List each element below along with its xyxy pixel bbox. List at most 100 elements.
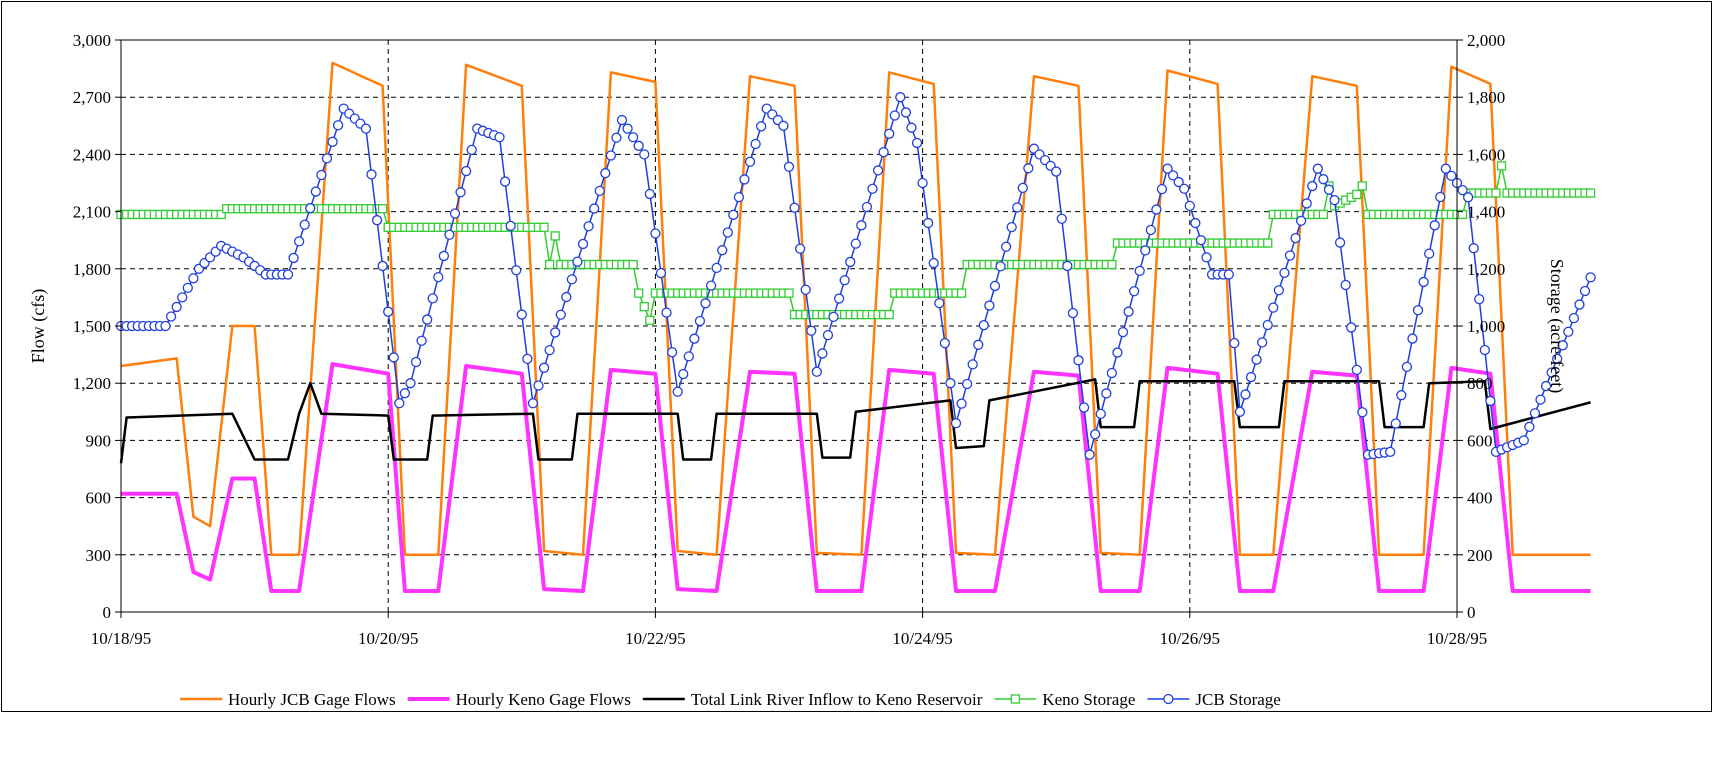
series-marker <box>1412 305 1424 316</box>
y2-tick-label: 1,200 <box>1467 260 1505 279</box>
series-marker <box>1268 302 1279 313</box>
series-marker <box>973 339 984 350</box>
series-marker <box>884 309 894 320</box>
series-marker <box>1290 233 1301 244</box>
series-marker <box>444 229 455 240</box>
series-marker <box>889 110 900 121</box>
series-marker <box>895 92 906 103</box>
series-marker <box>561 291 572 303</box>
series-marker <box>616 114 628 126</box>
y2-tick-label: 1,400 <box>1467 203 1505 222</box>
series-marker <box>1195 235 1207 246</box>
series-marker <box>634 288 644 298</box>
y2-tick-label: 1,000 <box>1467 317 1505 336</box>
series-marker <box>1245 371 1257 383</box>
y2-tick-label: 1,600 <box>1467 145 1505 164</box>
series-marker <box>572 256 583 267</box>
series-marker <box>388 352 399 363</box>
series-marker <box>1552 353 1563 365</box>
series-marker <box>1017 182 1028 194</box>
series-marker <box>872 165 884 176</box>
series-line <box>121 96 1592 456</box>
series-marker <box>806 325 817 336</box>
series-marker <box>1023 163 1034 174</box>
series-marker <box>550 327 561 338</box>
series-marker <box>1524 421 1535 432</box>
series-marker <box>794 243 806 254</box>
series-marker <box>978 320 989 331</box>
series-marker <box>1240 389 1251 400</box>
series-marker <box>628 259 638 270</box>
series-marker <box>722 227 733 238</box>
series-marker <box>1568 312 1580 324</box>
series-marker <box>566 274 578 285</box>
legend-label: Hourly Keno Gage Flows <box>456 690 631 709</box>
series-marker <box>627 132 639 143</box>
series-marker <box>1295 215 1307 226</box>
series-marker <box>989 280 1001 292</box>
series-marker <box>216 209 226 220</box>
series-marker <box>1262 319 1273 331</box>
series-marker <box>1263 238 1273 248</box>
legend-label: Total Link River Inflow to Keno Reservoi… <box>691 690 983 709</box>
series-marker <box>1557 340 1568 351</box>
series-marker <box>455 187 466 198</box>
series-marker <box>1012 202 1023 213</box>
series-marker <box>867 183 878 194</box>
series-marker <box>1401 361 1413 373</box>
series-marker <box>1307 180 1318 192</box>
series-marker <box>906 122 917 133</box>
series-marker <box>783 161 795 172</box>
series-marker <box>1457 184 1468 196</box>
series-marker <box>611 132 622 143</box>
series-marker <box>600 168 611 179</box>
series-marker <box>494 132 505 143</box>
series-marker <box>1529 408 1541 419</box>
series-marker <box>1223 269 1234 280</box>
series-marker <box>739 174 750 185</box>
series-marker <box>1479 344 1490 356</box>
series-marker <box>1095 408 1106 419</box>
series-marker <box>1101 388 1112 399</box>
legend: Hourly JCB Gage Flows Hourly Keno Gage Fl… <box>180 690 1281 709</box>
series-marker <box>377 260 388 272</box>
y2-tick-label: 600 <box>1467 431 1493 450</box>
y-tick-label: 3,000 <box>73 31 111 50</box>
legend-marker <box>1010 694 1021 704</box>
series-marker <box>410 356 422 368</box>
series-marker <box>1051 166 1062 177</box>
series-marker <box>633 140 644 151</box>
series-marker <box>778 120 789 131</box>
series-marker <box>1357 407 1368 418</box>
series-marker <box>310 186 321 197</box>
y-tick-label: 0 <box>103 603 112 622</box>
series-marker <box>1167 170 1179 181</box>
series-marker <box>527 398 539 409</box>
series-marker <box>1418 276 1429 288</box>
series-marker <box>1546 367 1557 378</box>
series-marker <box>1156 183 1168 195</box>
series-marker <box>160 320 171 332</box>
series-marker <box>984 300 995 311</box>
series-marker <box>533 380 544 391</box>
series-marker <box>1123 306 1134 317</box>
series-marker <box>967 359 978 370</box>
series-marker <box>800 284 811 295</box>
series-marker <box>1329 195 1340 206</box>
x-tick-label: 10/18/95 <box>91 629 151 648</box>
series-marker <box>644 188 655 200</box>
series-marker <box>165 311 177 322</box>
gridlines <box>121 40 1457 612</box>
series-marker <box>961 378 973 390</box>
series-marker <box>756 121 767 132</box>
series-marker <box>744 156 756 167</box>
series-marker <box>1284 250 1296 261</box>
series-marker <box>321 153 333 164</box>
series-marker <box>1273 285 1285 296</box>
series-marker <box>394 398 405 409</box>
series-marker <box>678 368 689 380</box>
series-marker <box>371 215 383 226</box>
series-marker <box>856 220 867 231</box>
series-marker <box>550 231 560 241</box>
series-marker <box>1073 355 1084 366</box>
